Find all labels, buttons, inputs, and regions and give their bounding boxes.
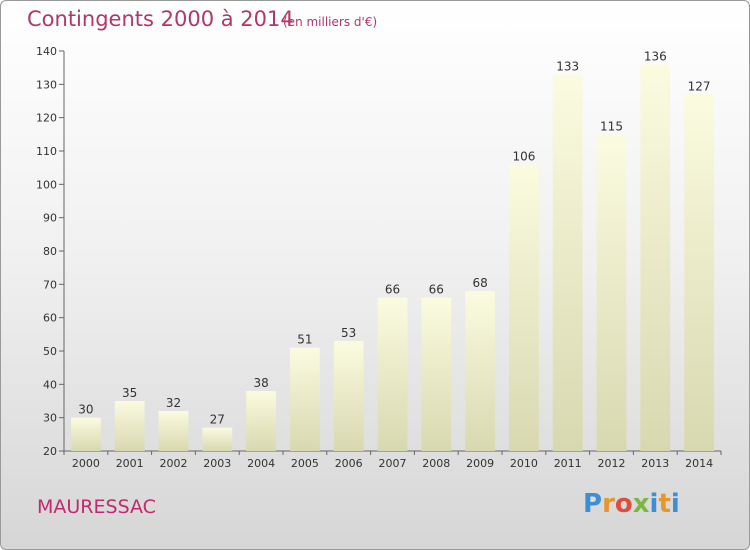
x-tick-label: 2004 [247, 457, 275, 470]
data-label: 32 [166, 396, 181, 410]
x-tick-label: 2002 [160, 457, 188, 470]
bar [202, 427, 233, 451]
place-name: MAURESSAC [37, 496, 156, 518]
bar [290, 347, 320, 451]
bar [684, 94, 714, 451]
data-label: 115 [600, 119, 623, 133]
x-tick-label: 2014 [685, 457, 713, 470]
data-label: 30 [78, 403, 93, 417]
y-tick-label: 40 [43, 378, 57, 391]
data-label: 66 [385, 283, 400, 297]
x-tick-label: 2001 [116, 457, 144, 470]
x-tick-label: 2009 [466, 457, 494, 470]
x-tick-label: 2003 [203, 457, 231, 470]
y-tick-label: 120 [36, 112, 57, 125]
x-tick-label: 2000 [72, 457, 100, 470]
x-tick-label: 2011 [554, 457, 582, 470]
y-tick-label: 80 [43, 245, 57, 258]
data-label: 106 [512, 149, 535, 163]
data-label: 66 [429, 283, 444, 297]
x-tick-label: 2008 [422, 457, 450, 470]
y-tick-label: 100 [36, 178, 57, 191]
bar [246, 391, 276, 451]
bar [465, 291, 495, 451]
data-label: 35 [122, 386, 137, 400]
y-tick-label: 90 [43, 212, 57, 225]
bar [552, 74, 583, 451]
data-label: 27 [210, 413, 225, 427]
y-tick-label: 110 [36, 145, 57, 158]
data-label: 53 [341, 326, 356, 340]
y-tick-label: 50 [43, 345, 57, 358]
bar [640, 64, 671, 452]
y-tick-label: 30 [43, 412, 57, 425]
data-label: 136 [644, 49, 667, 63]
bar [421, 297, 452, 451]
bar [377, 297, 408, 451]
y-tick-label: 20 [43, 445, 57, 458]
y-tick-label: 70 [43, 278, 57, 291]
proxiti-logo[interactable]: Proxiti [583, 489, 680, 519]
x-tick-label: 2007 [379, 457, 407, 470]
x-tick-label: 2006 [335, 457, 363, 470]
chart-title: Contingents 2000 à 2014 [27, 7, 294, 31]
x-tick-label: 2010 [510, 457, 538, 470]
x-tick-label: 2005 [291, 457, 319, 470]
data-label: 38 [253, 376, 268, 390]
bar [333, 341, 364, 451]
bar [71, 417, 101, 451]
bar [596, 134, 627, 452]
y-tick-label: 130 [36, 78, 57, 91]
data-label: 68 [472, 276, 487, 290]
bar [509, 164, 539, 452]
y-tick-label: 140 [36, 45, 57, 58]
x-tick-label: 2012 [598, 457, 626, 470]
data-label: 51 [297, 333, 312, 347]
bar [158, 411, 189, 451]
bar [114, 401, 145, 451]
data-label: 127 [688, 79, 711, 93]
y-tick-label: 60 [43, 312, 57, 325]
data-label: 133 [556, 59, 579, 73]
x-tick-label: 2013 [641, 457, 669, 470]
chart-subtitle: (en milliers d'€) [283, 15, 378, 29]
